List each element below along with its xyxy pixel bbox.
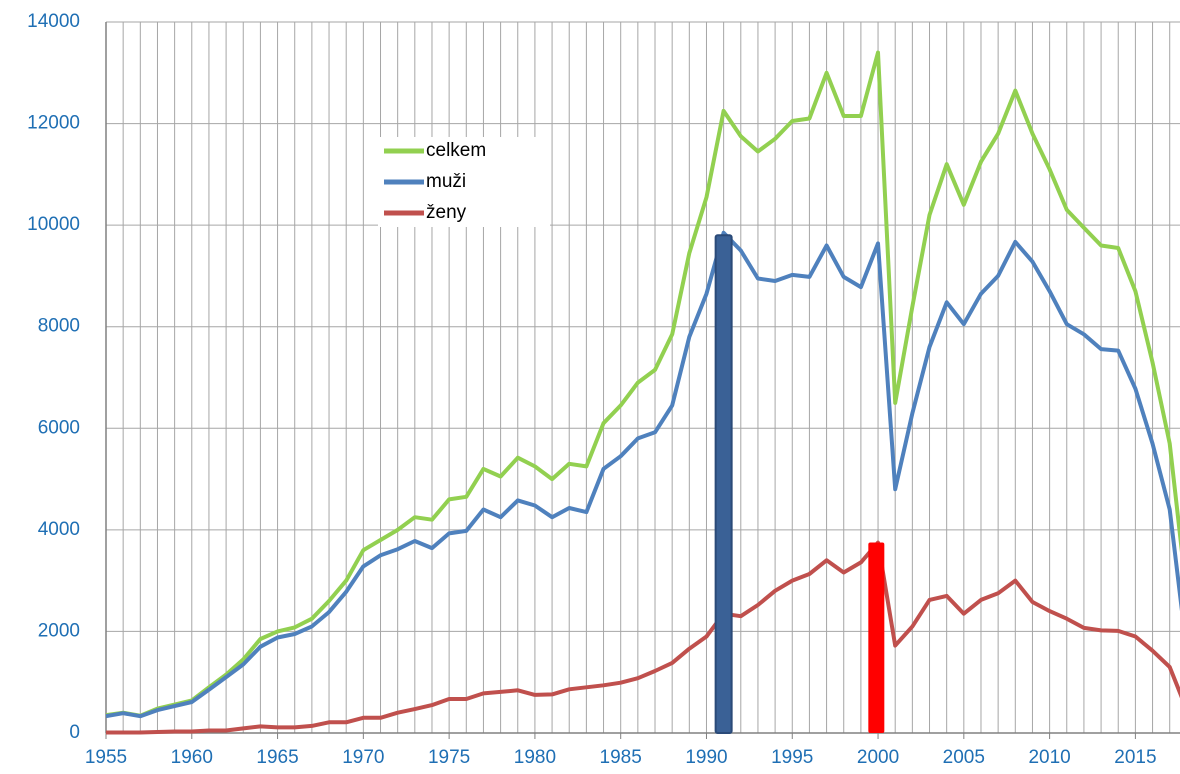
x-tick-label: 2010 (1028, 747, 1070, 768)
x-tick-label: 1985 (600, 747, 642, 768)
x-tick-label: 1970 (342, 747, 384, 768)
y-tick-label: 10000 (27, 214, 80, 235)
x-tick-label: 1980 (514, 747, 556, 768)
series-line (106, 540, 1180, 735)
x-tick-label: 2005 (943, 747, 985, 768)
plot-area (106, 50, 1180, 735)
x-tick-label: 1955 (85, 747, 127, 768)
legend-label: muži (426, 171, 466, 192)
legend-label: ženy (426, 202, 467, 223)
y-tick-label: 12000 (27, 113, 80, 134)
y-tick-label: 8000 (38, 316, 80, 337)
x-tick-label: 1960 (171, 747, 213, 768)
legend: celkem muži ženy (378, 137, 550, 227)
x-tick-label: 2000 (857, 747, 899, 768)
x-tick-label: 1990 (685, 747, 727, 768)
x-tick-label: 2015 (1114, 747, 1156, 768)
y-tick-label: 2000 (38, 620, 80, 641)
highlight-bar (714, 234, 733, 735)
x-tick-label: 1965 (256, 747, 298, 768)
series-line (106, 50, 1180, 718)
y-tick-label: 6000 (38, 417, 80, 438)
legend-label: celkem (426, 140, 486, 161)
highlight-bar (868, 542, 885, 733)
x-tick-label: 1995 (771, 747, 813, 768)
y-tick-label: 4000 (38, 519, 80, 540)
grid: 0 2000 4000 6000 8000 10000 12000 14000 1955 1960… (27, 11, 1180, 768)
series-line (106, 230, 1180, 719)
x-tick-label: 1975 (428, 747, 470, 768)
y-tick-label: 14000 (27, 11, 80, 32)
y-tick-label: 0 (69, 722, 80, 743)
